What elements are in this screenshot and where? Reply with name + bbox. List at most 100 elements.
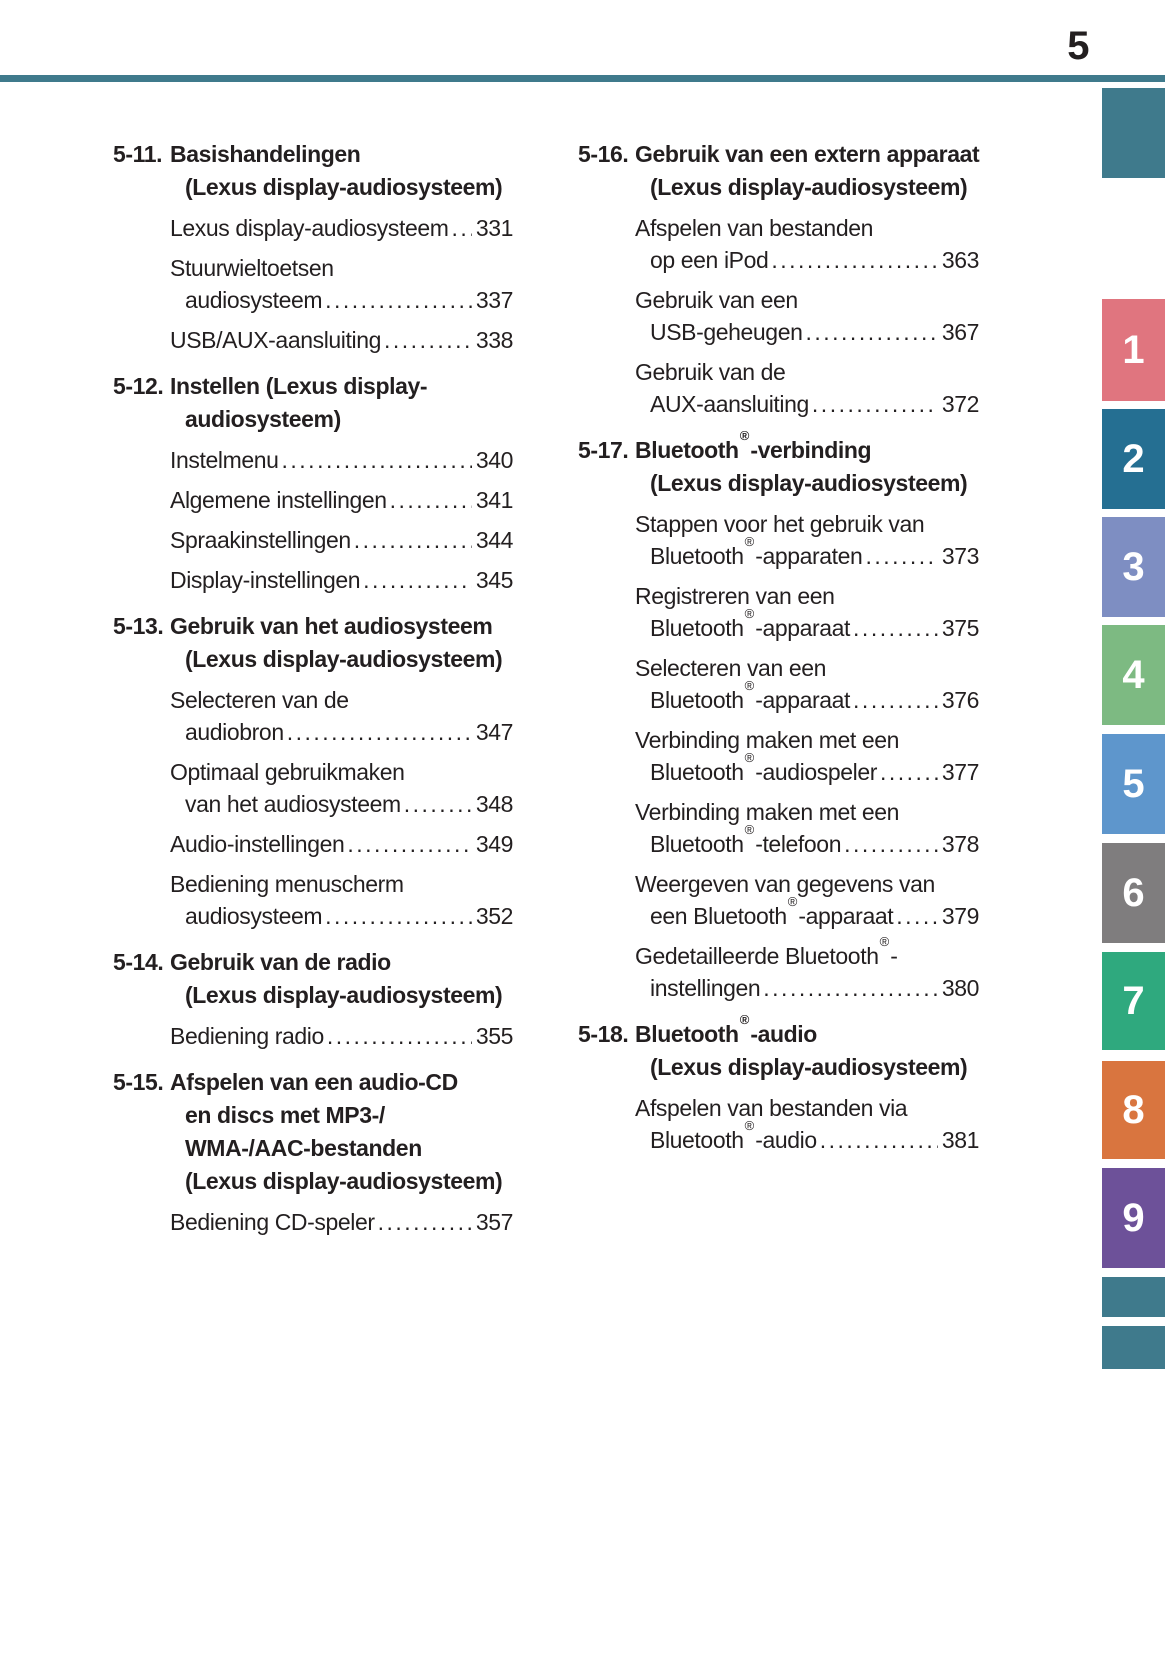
- dot-leader: [282, 444, 472, 476]
- dot-leader: [865, 540, 937, 572]
- toc-entry-page-number: 345: [475, 567, 514, 593]
- dot-leader: [390, 484, 472, 516]
- toc-entry-line: audiobron 347: [170, 716, 513, 748]
- toc-entry: Weergeven van gegevens van een Bluetooth®…: [635, 868, 979, 932]
- toc-entry-line: Gebruik van een: [635, 287, 798, 313]
- dot-leader: [763, 972, 938, 1004]
- header-rule: [0, 75, 1165, 82]
- toc-entry-text: Bluetooth®-telefoon: [650, 822, 842, 857]
- toc-entry-line: Optimaal gebruikmaken: [170, 759, 405, 785]
- toc-entry: Optimaal gebruikmaken van het audiosystee…: [170, 756, 513, 820]
- chapter-tab-5: 5: [1102, 734, 1165, 834]
- dot-leader: [853, 612, 938, 644]
- toc-entry-line: Spraakinstellingen 344: [170, 524, 513, 556]
- section-title: Gebruik van de radio (Lexus display-audio…: [170, 946, 513, 1012]
- toc-entry-line: USB-geheugen 367: [635, 316, 979, 348]
- toc-entry-line: Verbinding maken met een: [635, 727, 900, 753]
- section-title: Gebruik van het audiosysteem (Lexus displ…: [170, 610, 513, 676]
- section-title: Basishandelingen (Lexus display-audiosyst…: [170, 138, 513, 204]
- toc-entry-line: AUX-aansluiting 372: [635, 388, 979, 420]
- toc-entry-line: Bluetooth®-apparaat 375: [635, 607, 980, 644]
- chapter-tab-3: 3: [1102, 517, 1165, 617]
- section-header: 5-18. Bluetooth®-audio (Lexus display-audi…: [578, 1012, 979, 1084]
- toc-entry: Bediening menuscherm audiosysteem 352: [170, 868, 513, 932]
- toc-entry-text: audiobron: [185, 719, 284, 745]
- toc-entry: Stuurwieltoetsen audiosysteem 337: [170, 252, 513, 316]
- section-title-line: Bluetooth®-audio: [635, 1012, 817, 1047]
- toc-entry-line: Bluetooth®-apparaat 376: [635, 678, 979, 716]
- toc-entry-line: Display-instellingen 345: [170, 564, 513, 596]
- toc-entry-page-number: 352: [475, 903, 514, 929]
- toc-entry-line: Bluetooth®-audio 381: [635, 1119, 979, 1156]
- toc-entry-line: Afspelen van bestanden via: [635, 1095, 908, 1121]
- toc-entry-line: Lexus display-audiosysteem 331: [170, 212, 513, 244]
- registered-trademark-symbol: ®: [744, 822, 755, 838]
- chapter-tab-label: 4: [1122, 652, 1145, 697]
- toc-entry: Lexus display-audiosysteem 331: [170, 212, 513, 244]
- chapter-tab-7: 7: [1102, 952, 1165, 1050]
- section-header: 5-11. Basishandelingen (Lexus display-audi…: [113, 138, 513, 204]
- registered-trademark-symbol: ®: [744, 750, 755, 766]
- toc-entry-line: USB/AUX-aansluiting 338: [170, 324, 513, 356]
- toc-entry-text: Spraakinstellingen: [170, 527, 351, 553]
- toc-entry: Verbinding maken met een Bluetooth®-telef…: [635, 796, 979, 860]
- toc-entry-line: audiosysteem 352: [170, 900, 513, 932]
- section-number: 5-13.: [113, 613, 164, 639]
- toc-entry-line: Weergeven van gegevens van: [635, 871, 935, 897]
- registered-trademark-symbol: ®: [879, 934, 890, 950]
- section-title-line: WMA-/AAC-bestanden: [185, 1135, 422, 1161]
- chapter-tab-2: 2: [1102, 409, 1165, 509]
- chapter-tab-label: 9: [1122, 1195, 1145, 1240]
- chapter-tab-rail: 1 2 3 4 5 6 7 8 9: [1102, 0, 1165, 1653]
- section-number: 5-17.: [578, 437, 629, 463]
- toc-entry-page-number: 357: [475, 1209, 514, 1235]
- toc-entry-text: Bluetooth®-apparaat: [650, 678, 851, 713]
- toc-entry-text: op een iPod: [650, 247, 769, 273]
- section-title-line: audiosysteem): [185, 406, 341, 432]
- dot-leader: [325, 284, 472, 316]
- toc-entry-page-number: 375: [941, 615, 980, 641]
- toc-entry-page-number: 341: [475, 487, 514, 513]
- toc-entry: Gebruik van de AUX-aansluiting 372: [635, 356, 979, 420]
- section-header: 5-14. Gebruik van de radio (Lexus display-…: [113, 946, 513, 1012]
- chapter-tab-label: 8: [1122, 1087, 1145, 1132]
- toc-entry-line: Afspelen van bestanden: [635, 215, 874, 241]
- section-title-line: (Lexus display-audiosysteem): [185, 174, 503, 200]
- toc-entry: Selecteren van de audiobron 347: [170, 684, 513, 748]
- toc-entry-line: een Bluetooth®-apparaat 379: [635, 895, 979, 932]
- toc-section: 5-16. Gebruik van een extern apparaat (Lex…: [578, 138, 980, 420]
- toc-entry-text: Algemene instellingen: [170, 487, 387, 513]
- section-header: 5-17. Bluetooth®-verbinding (Lexus display…: [578, 429, 979, 500]
- dot-leader: [820, 1124, 938, 1156]
- toc-entry-text: instellingen: [650, 975, 761, 1001]
- toc-entry-page-number: 378: [941, 831, 980, 857]
- toc-entry: Spraakinstellingen 344: [170, 524, 513, 556]
- chapter-tab-8: 8: [1102, 1061, 1165, 1159]
- toc-entry-text: Bediening CD-speler: [170, 1209, 375, 1235]
- toc-section: 5-18. Bluetooth®-audio (Lexus display-audi…: [578, 1012, 979, 1156]
- toc-entry: Display-instellingen 345: [170, 564, 513, 596]
- dot-leader: [363, 564, 472, 596]
- dot-leader: [327, 1020, 472, 1052]
- toc-entry-line: Bluetooth®-apparaten 373: [635, 534, 980, 572]
- toc-entry-line: instellingen 380: [635, 972, 979, 1004]
- section-title: Afspelen van een audio-CD en discs met MP…: [170, 1066, 513, 1198]
- toc-entry-text: Bluetooth®-apparaten: [650, 534, 863, 569]
- chapter-tab-blank: [1102, 88, 1165, 178]
- dot-leader: [896, 900, 938, 932]
- chapter-tab-4: 4: [1102, 625, 1165, 725]
- toc-entry-line: Bluetooth®-telefoon 378: [635, 822, 980, 860]
- chapter-tab-label: 2: [1122, 436, 1145, 481]
- toc-entry: Audio-instellingen 349: [170, 828, 513, 860]
- section-title-line: (Lexus display-audiosysteem): [185, 1168, 503, 1194]
- dot-leader: [452, 212, 472, 244]
- section-title: Instellen (Lexus display-audiosysteem): [170, 370, 513, 436]
- section-number: 5-14.: [113, 949, 164, 975]
- toc-entry-text: AUX-aansluiting: [650, 391, 809, 417]
- toc-entry-page-number: 373: [941, 543, 980, 569]
- section-header: 5-12. Instellen (Lexus display-audiosyste…: [113, 370, 513, 436]
- toc-entry-text: Lexus display-audiosysteem: [170, 215, 449, 241]
- toc-section: 5-14. Gebruik van de radio (Lexus display-…: [113, 946, 513, 1052]
- toc-entry-line: Gebruik van de: [635, 359, 786, 385]
